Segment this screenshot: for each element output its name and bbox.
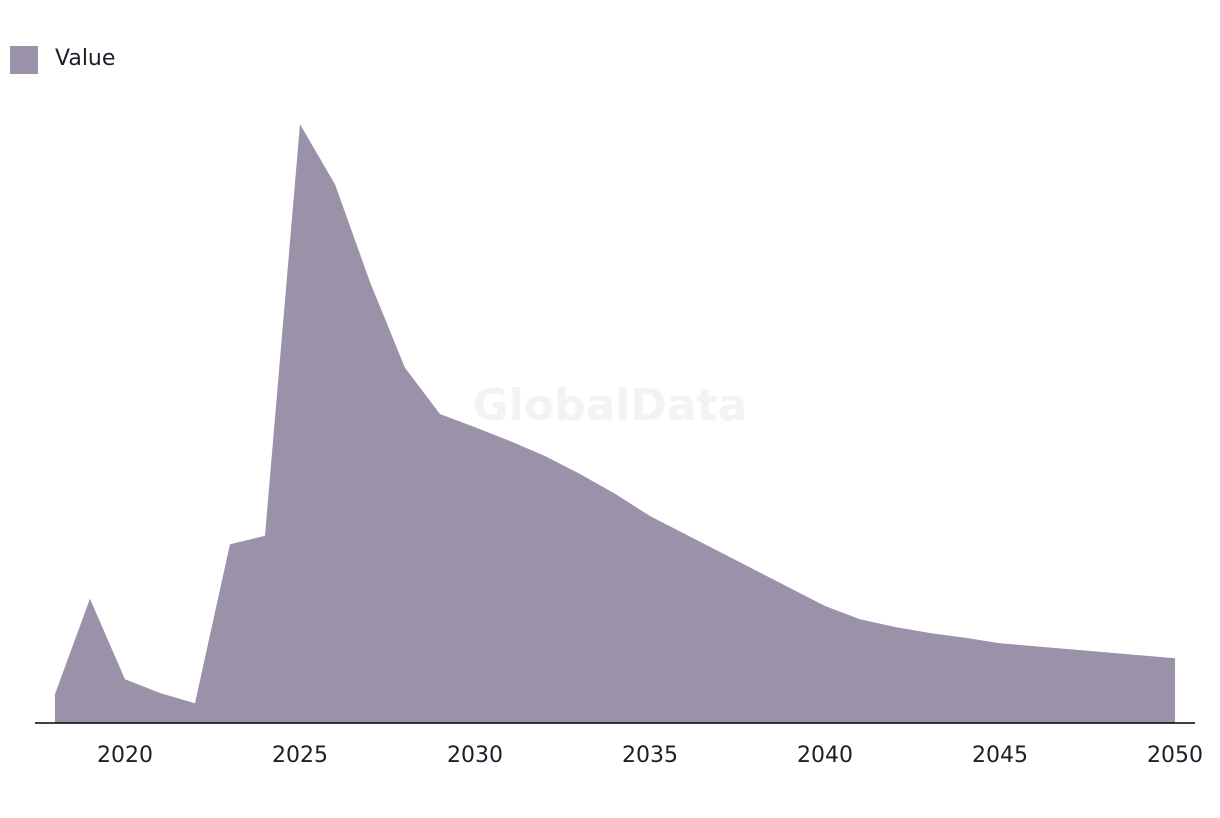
legend-swatch: [10, 46, 38, 74]
x-tick-label: 2050: [1147, 743, 1203, 768]
area: [54, 124, 1176, 723]
legend-label: Value: [55, 46, 115, 71]
x-tick-label: 2025: [272, 743, 328, 768]
x-tick-label: 2040: [797, 743, 853, 768]
x-tick-label: 2020: [97, 743, 153, 768]
x-tick-label: 2045: [972, 743, 1028, 768]
x-tick-label: 2030: [447, 743, 503, 768]
watermark: GlobalData: [473, 380, 748, 431]
x-tick-label: 2035: [622, 743, 678, 768]
